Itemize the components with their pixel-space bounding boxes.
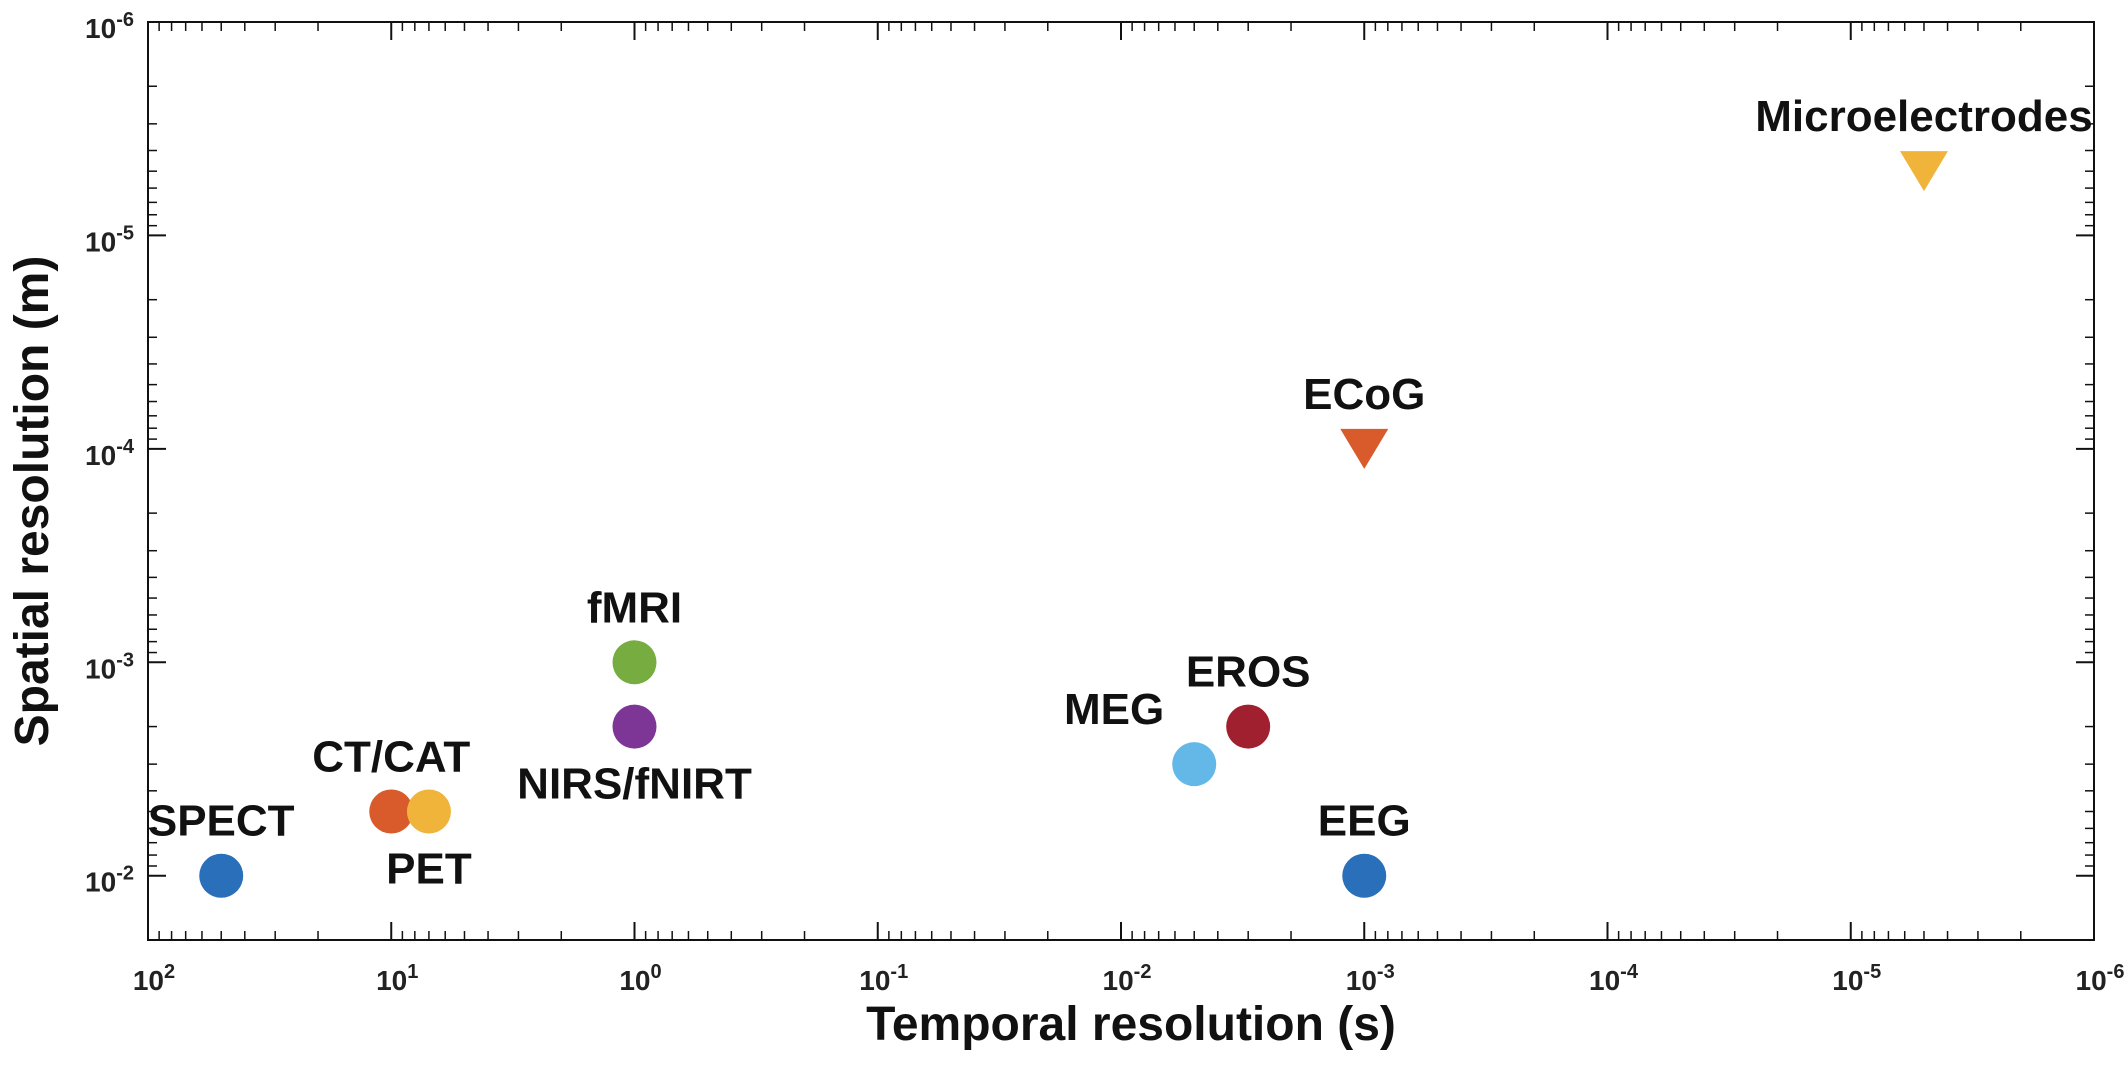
label-fmri: fMRI: [587, 583, 682, 632]
minor-ticks: [148, 22, 2094, 941]
marker-spect: [199, 853, 244, 898]
point-labels: SPECT CT/CAT PET fMRI NIRS/fNIRT MEG EROS EEG EC…: [148, 92, 2093, 893]
label-ct-cat: CT/CAT: [312, 732, 470, 781]
y-tick-label: 10-3: [85, 649, 134, 684]
marker-eros: [1226, 704, 1271, 749]
x-tick-label: 10-6: [2076, 961, 2125, 996]
marker-ecog: [1340, 428, 1389, 469]
x-axis-title: Temporal resolution (s): [866, 998, 1396, 1051]
x-tick-label: 101: [376, 961, 418, 996]
x-tick-label: 100: [619, 961, 661, 996]
label-pet: PET: [386, 844, 472, 893]
label-nirs-fnirt: NIRS/fNIRT: [517, 760, 752, 809]
y-axis-title: Spatial resolution (m): [6, 256, 59, 747]
y-tick-label: 10-4: [85, 436, 135, 471]
x-tick-labels: 102 101 100 10-1 10-2 10-3 10-4 10-5 10-6: [133, 961, 2125, 996]
major-ticks: [147, 21, 2095, 940]
label-eeg: EEG: [1318, 797, 1411, 846]
x-tick-label: 10-4: [1589, 961, 1639, 996]
marker-pet: [406, 789, 451, 834]
x-tick-label: 10-3: [1346, 961, 1395, 996]
label-meg: MEG: [1064, 685, 1164, 734]
label-eros: EROS: [1186, 648, 1311, 697]
y-tick-label: 10-6: [85, 9, 134, 44]
y-tick-labels: 10-2 10-3 10-4 10-5 10-6: [85, 9, 135, 898]
marker-microelectrodes: [1899, 151, 1948, 192]
marker-ct-cat: [369, 789, 414, 834]
marker-meg: [1172, 742, 1217, 787]
y-tick-label: 10-5: [85, 222, 134, 257]
marker-nirs-fnirt: [612, 704, 657, 749]
data-markers: [199, 151, 1948, 898]
x-tick-label: 10-5: [1832, 961, 1881, 996]
y-tick-label: 10-2: [85, 863, 134, 898]
label-microelectrodes: Microelectrodes: [1755, 92, 2092, 141]
x-tick-label: 10-2: [1103, 961, 1152, 996]
label-ecog: ECoG: [1303, 370, 1425, 419]
x-tick-label: 10-1: [859, 961, 908, 996]
x-tick-label: 102: [133, 961, 175, 996]
marker-fmri: [612, 640, 657, 685]
marker-eeg: [1342, 853, 1387, 898]
label-spect: SPECT: [148, 797, 295, 846]
